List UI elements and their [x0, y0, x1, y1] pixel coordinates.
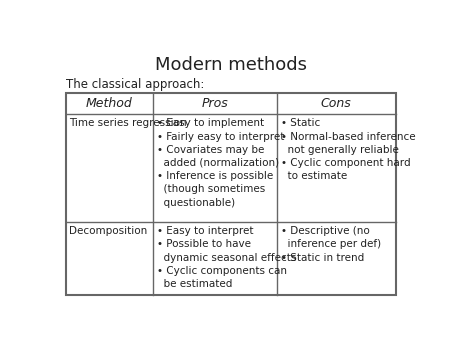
Text: Pros: Pros: [202, 97, 228, 110]
Text: • Descriptive (no
  inference per def)
• Static in trend: • Descriptive (no inference per def) • S…: [281, 226, 381, 263]
Text: • Easy to interpret
• Possible to have
  dynamic seasonal effects
• Cyclic compo: • Easy to interpret • Possible to have d…: [157, 226, 296, 289]
Text: Method: Method: [86, 97, 133, 110]
Text: • Static
• Normal-based inference
  not generally reliable
• Cyclic component ha: • Static • Normal-based inference not ge…: [281, 118, 415, 181]
Text: Time series regression: Time series regression: [69, 118, 187, 128]
Text: Cons: Cons: [321, 97, 351, 110]
Text: Decomposition: Decomposition: [69, 226, 148, 236]
Text: Modern methods: Modern methods: [155, 56, 306, 74]
Text: The classical approach:: The classical approach:: [66, 77, 204, 91]
Text: • Easy to implement
• Fairly easy to interpret
• Covariates may be
  added (norm: • Easy to implement • Fairly easy to int…: [157, 118, 284, 208]
Bar: [66, 93, 396, 295]
